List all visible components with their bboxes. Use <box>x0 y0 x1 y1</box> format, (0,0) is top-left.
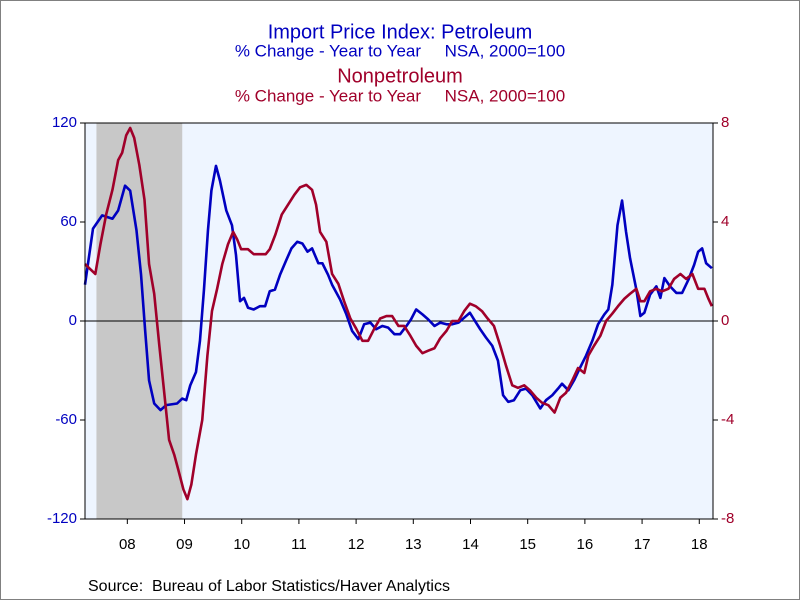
y-tick-label: 120 <box>52 114 77 131</box>
x-tick-label: 17 <box>634 536 651 553</box>
y-tick-label: 0 <box>69 312 77 329</box>
x-tick-label: 09 <box>176 536 193 553</box>
source: Source: Bureau of Labor Statistics/Haver… <box>88 578 450 595</box>
y-tick-label: -60 <box>55 411 77 428</box>
x-tick-label: 14 <box>462 536 479 553</box>
y2-tick-label: -4 <box>721 411 734 428</box>
y2-tick-label: 0 <box>721 312 729 329</box>
x-tick-label: 11 <box>291 536 307 553</box>
y2-tick-label: 4 <box>721 213 729 230</box>
x-tick-label: 12 <box>348 536 365 553</box>
x-tick-label: 13 <box>405 536 422 553</box>
y2-tick-label: 8 <box>721 114 729 131</box>
subtitle-petroleum: % Change - Year to Year NSA, 2000=100 <box>235 41 565 60</box>
x-tick-label: 15 <box>519 536 536 553</box>
title-petroleum: Import Price Index: Petroleum <box>268 21 533 43</box>
plot-border <box>84 122 714 520</box>
x-tick-label: 10 <box>233 536 250 553</box>
x-tick-label: 08 <box>119 536 136 553</box>
y2-tick-label: -8 <box>721 510 734 527</box>
subtitle-nonpetroleum: % Change - Year to Year NSA, 2000=100 <box>235 86 565 105</box>
y-tick-label: 60 <box>60 213 77 230</box>
title-nonpetroleum: Nonpetroleum <box>337 65 463 87</box>
series-line <box>84 126 714 501</box>
x-tick-label: 18 <box>691 536 708 553</box>
x-tick-label: 16 <box>577 536 594 553</box>
series-line <box>83 164 713 412</box>
y-tick-label: -120 <box>47 510 77 527</box>
